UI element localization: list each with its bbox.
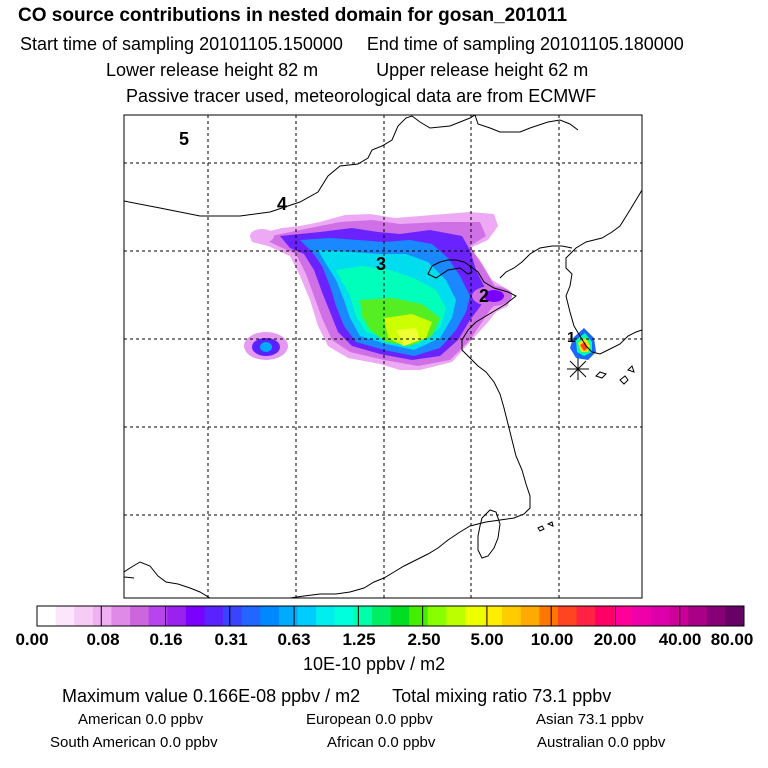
colorbar-swatch: [37, 606, 57, 626]
region-label-5: 5: [179, 129, 189, 149]
region-label-2: 2: [479, 286, 489, 306]
colorbar-swatch: [167, 606, 187, 626]
colorbar-tick: 0.08: [86, 630, 120, 649]
colorbar-swatch: [613, 606, 633, 626]
region-label-1: 1: [567, 329, 575, 346]
asian-contribution: Asian 73.1 ppbv: [536, 711, 644, 728]
sampling-time-line: Start time of sampling 20101105.150000 En…: [20, 34, 684, 55]
colorbar-tick: 2.50: [407, 630, 441, 649]
colorbar-swatch: [725, 606, 745, 626]
colorbar-swatch: [204, 606, 224, 626]
colorbar-swatch: [334, 606, 354, 626]
colorbar-swatch: [278, 606, 298, 626]
colorbar-swatch: [576, 606, 596, 626]
african-contribution: African 0.0 ppbv: [327, 734, 436, 751]
colorbar-swatch: [650, 606, 671, 626]
colorbar-swatch: [520, 606, 540, 626]
concentration-field: [244, 212, 596, 370]
colorbar-swatch: [371, 606, 391, 626]
australian-contribution: Australian 0.0 ppbv: [537, 734, 666, 751]
colorbar-swatch: [483, 606, 503, 626]
american-contribution: American 0.0 ppbv: [78, 711, 204, 728]
colorbar-tick: 0.00: [15, 630, 49, 649]
map-frame: [123, 114, 643, 599]
colorbar-swatch: [390, 606, 410, 626]
colorbar-swatch: [557, 606, 578, 626]
colorbar-swatch: [297, 606, 317, 626]
colorbar-swatch: [241, 606, 261, 626]
colorbar-swatch: [185, 606, 205, 626]
colorbar-tick: 0.31: [214, 630, 248, 649]
colorbar-swatch: [74, 606, 94, 626]
lat-lon-grid: [124, 115, 642, 598]
european-contribution: European 0.0 ppbv: [306, 711, 433, 728]
region-label-4: 4: [277, 194, 287, 214]
colorbar-swatch: [111, 606, 131, 626]
end-time-text: End time of sampling 20101105.180000: [366, 34, 684, 54]
colorbar-tick: 0.63: [277, 630, 311, 649]
colorbar-swatch: [595, 606, 615, 626]
colorbar-swatch: [316, 606, 336, 626]
colorbar-swatch: [92, 606, 112, 626]
lower-release-text: Lower release height 82 m: [106, 60, 319, 80]
colorbar-unit: 10E-10 ppbv / m2: [303, 654, 446, 674]
colorbar-swatch: [632, 606, 652, 626]
colorbar-swatch: [409, 606, 429, 626]
colorbar-swatch: [353, 606, 373, 626]
chart-title: CO source contributions in nested domain…: [18, 5, 568, 26]
colorbar-swatch: [669, 606, 689, 626]
total-mixing-text: Total mixing ratio 73.1 ppbv: [392, 686, 612, 706]
colorbar-tick: 10.00: [530, 630, 574, 649]
receptor-marker-icon: [567, 358, 589, 380]
colorbar-swatch: [446, 606, 466, 626]
colorbar-swatch: [688, 606, 708, 626]
colorbar-swatch: [427, 606, 447, 626]
colorbar-tick: 5.00: [470, 630, 504, 649]
colorbar-tick: 80.00: [710, 630, 754, 649]
stats-line: Maximum value 0.166E-08 ppbv / m2 Total m…: [62, 686, 611, 707]
colorbar-swatch: [464, 606, 485, 626]
colorbar-swatch: [706, 606, 726, 626]
coastlines: [124, 115, 642, 598]
region-label-3: 3: [376, 254, 386, 274]
tracer-note: Passive tracer used, meteorological data…: [126, 86, 597, 106]
colorbar-frame: [36, 605, 745, 627]
colorbar-tick: 20.00: [593, 630, 637, 649]
colorbar-swatch: [55, 606, 75, 626]
upper-release-text: Upper release height 62 m: [376, 60, 589, 80]
colorbar: [36, 605, 745, 627]
max-value-text: Maximum value 0.166E-08 ppbv / m2: [62, 686, 361, 706]
start-time-text: Start time of sampling 20101105.150000: [20, 34, 343, 54]
release-height-line: Lower release height 82 m Upper release h…: [106, 60, 588, 81]
colorbar-tick: 40.00: [658, 630, 702, 649]
colorbar-tick: 0.16: [149, 630, 183, 649]
colorbar-swatch: [502, 606, 522, 626]
colorbar-swatch: [130, 606, 150, 626]
south-american-contribution: South American 0.0 ppbv: [50, 734, 218, 751]
colorbar-tick: 1.25: [342, 630, 376, 649]
colorbar-swatch: [148, 606, 168, 626]
colorbar-swatch: [539, 606, 559, 626]
colorbar-swatch: [223, 606, 243, 626]
colorbar-swatch: [260, 606, 280, 626]
